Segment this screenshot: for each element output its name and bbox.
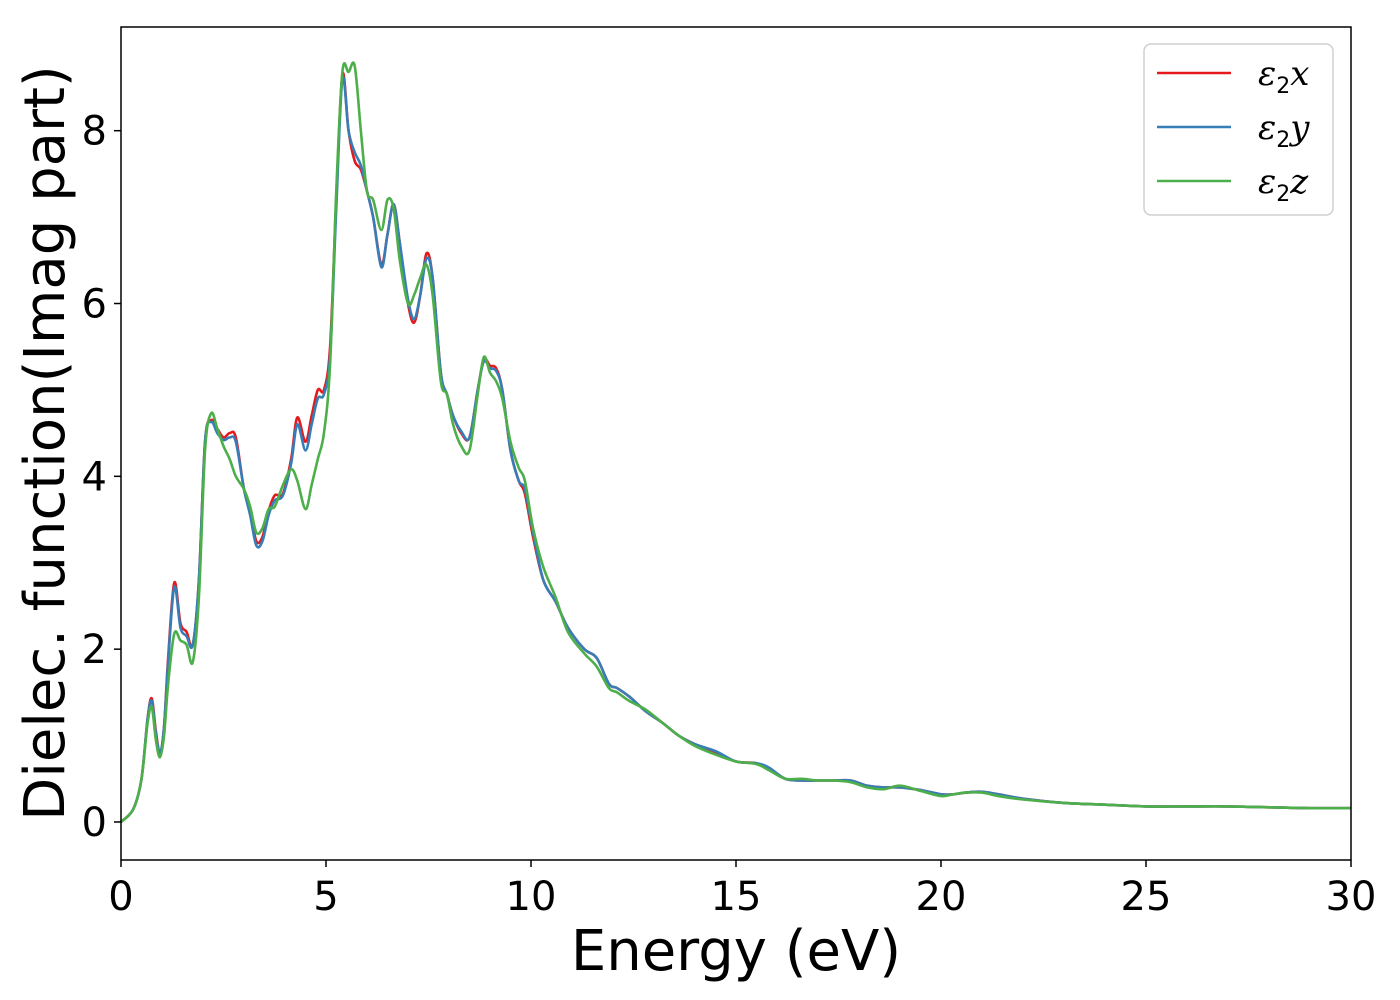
y-tick-label: 4 (82, 454, 107, 500)
legend-label-z: ε2z (1258, 162, 1309, 207)
x-tick-label: 0 (108, 874, 133, 920)
legend-label-y: ε2y (1258, 108, 1310, 153)
y-tick-label: 6 (82, 282, 107, 328)
x-tick-label: 20 (916, 874, 967, 920)
series-layer (120, 61, 1352, 823)
x-tick-label: 10 (506, 874, 557, 920)
x-axis-ticks: 0 5 10 15 20 25 30 (108, 860, 1376, 920)
legend-box (1143, 43, 1334, 216)
legend-label-x: ε2x (1258, 54, 1309, 99)
series-line-z (120, 61, 1352, 823)
legend: ε2x ε2y ε2z (1143, 43, 1334, 216)
x-tick-label: 30 (1326, 874, 1377, 920)
x-tick-label: 25 (1121, 874, 1172, 920)
y-tick-label: 0 (82, 800, 107, 846)
y-tick-label: 2 (82, 627, 107, 673)
x-tick-label: 5 (313, 874, 338, 920)
y-tick-label: 8 (82, 109, 107, 155)
x-axis-label: Energy (eV) (571, 919, 901, 984)
x-tick-label: 15 (711, 874, 762, 920)
y-axis-ticks: 0 2 4 6 8 (82, 109, 121, 846)
y-axis-label: Dielec. function(Imag part) (13, 65, 78, 821)
